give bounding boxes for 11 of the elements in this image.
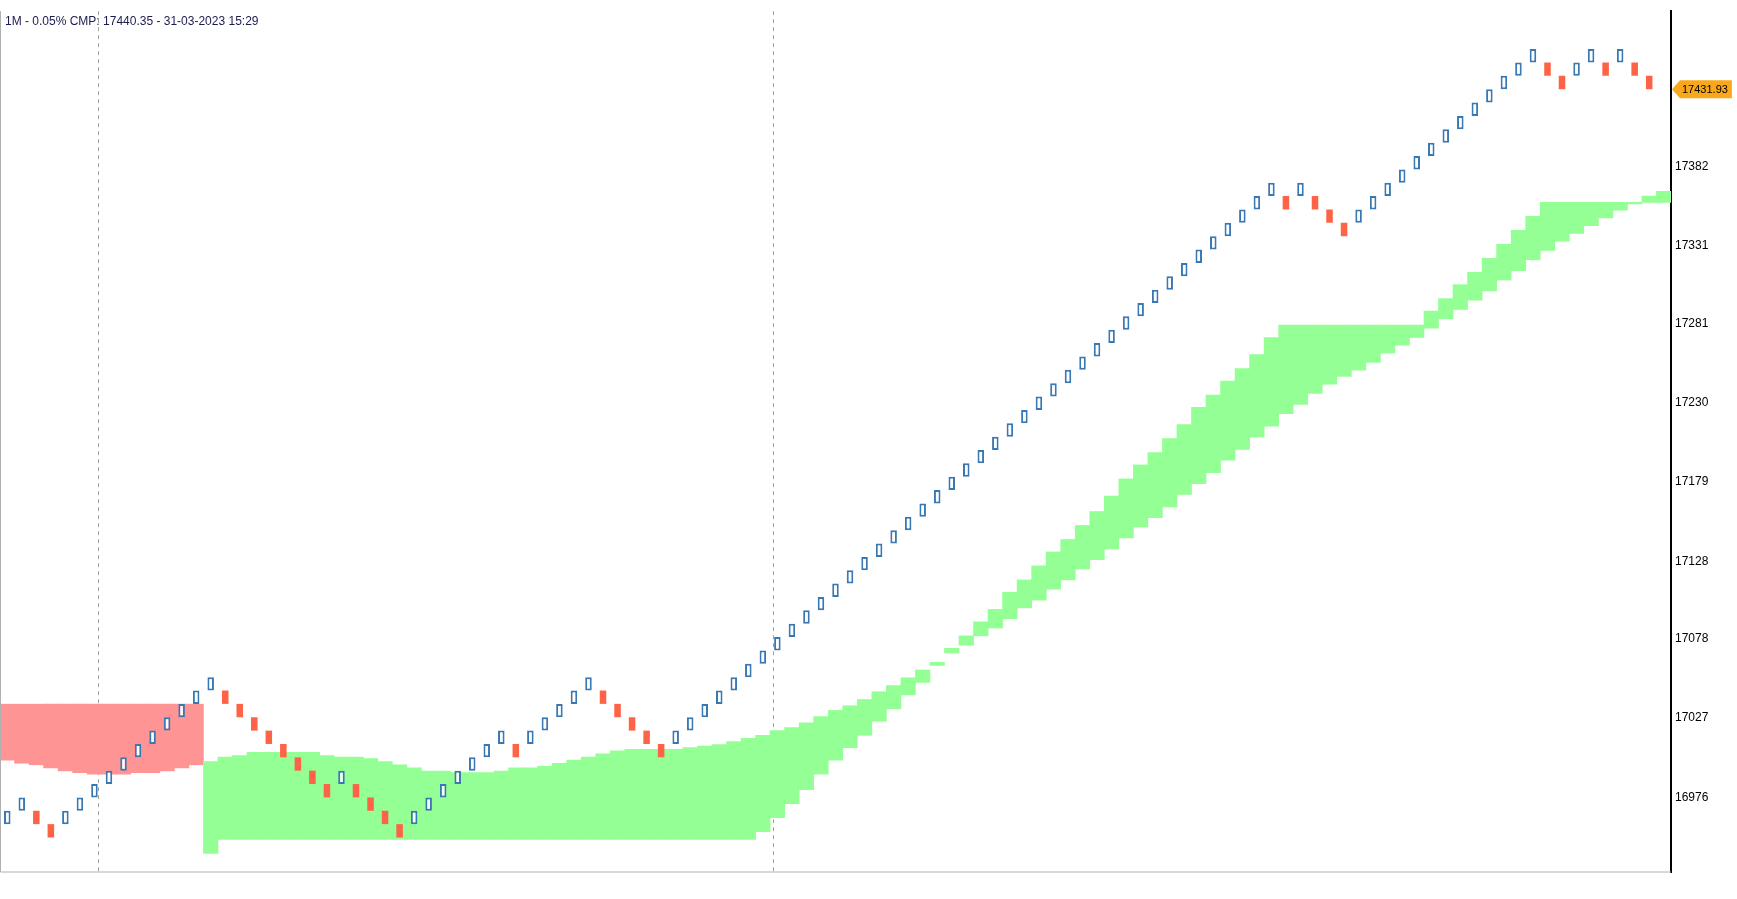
- y-tick-label: 17382: [1675, 158, 1709, 173]
- y-tick-label: 16976: [1675, 789, 1709, 804]
- y-tick-label: 17027: [1675, 710, 1709, 725]
- text: 17431.93: [1682, 83, 1728, 96]
- y-tick-label: 17331: [1675, 238, 1709, 253]
- y-tick-label: 17179: [1675, 474, 1709, 489]
- chart-title: 1M - 0.05% CMP: 17440.35 - 31-03-2023 15:29: [5, 13, 259, 28]
- y-tick-label: 17230: [1675, 395, 1709, 410]
- y-tick-label: 17128: [1675, 553, 1709, 568]
- y-tick-label: 17078: [1675, 631, 1709, 646]
- y-tick-label: 17281: [1675, 315, 1709, 330]
